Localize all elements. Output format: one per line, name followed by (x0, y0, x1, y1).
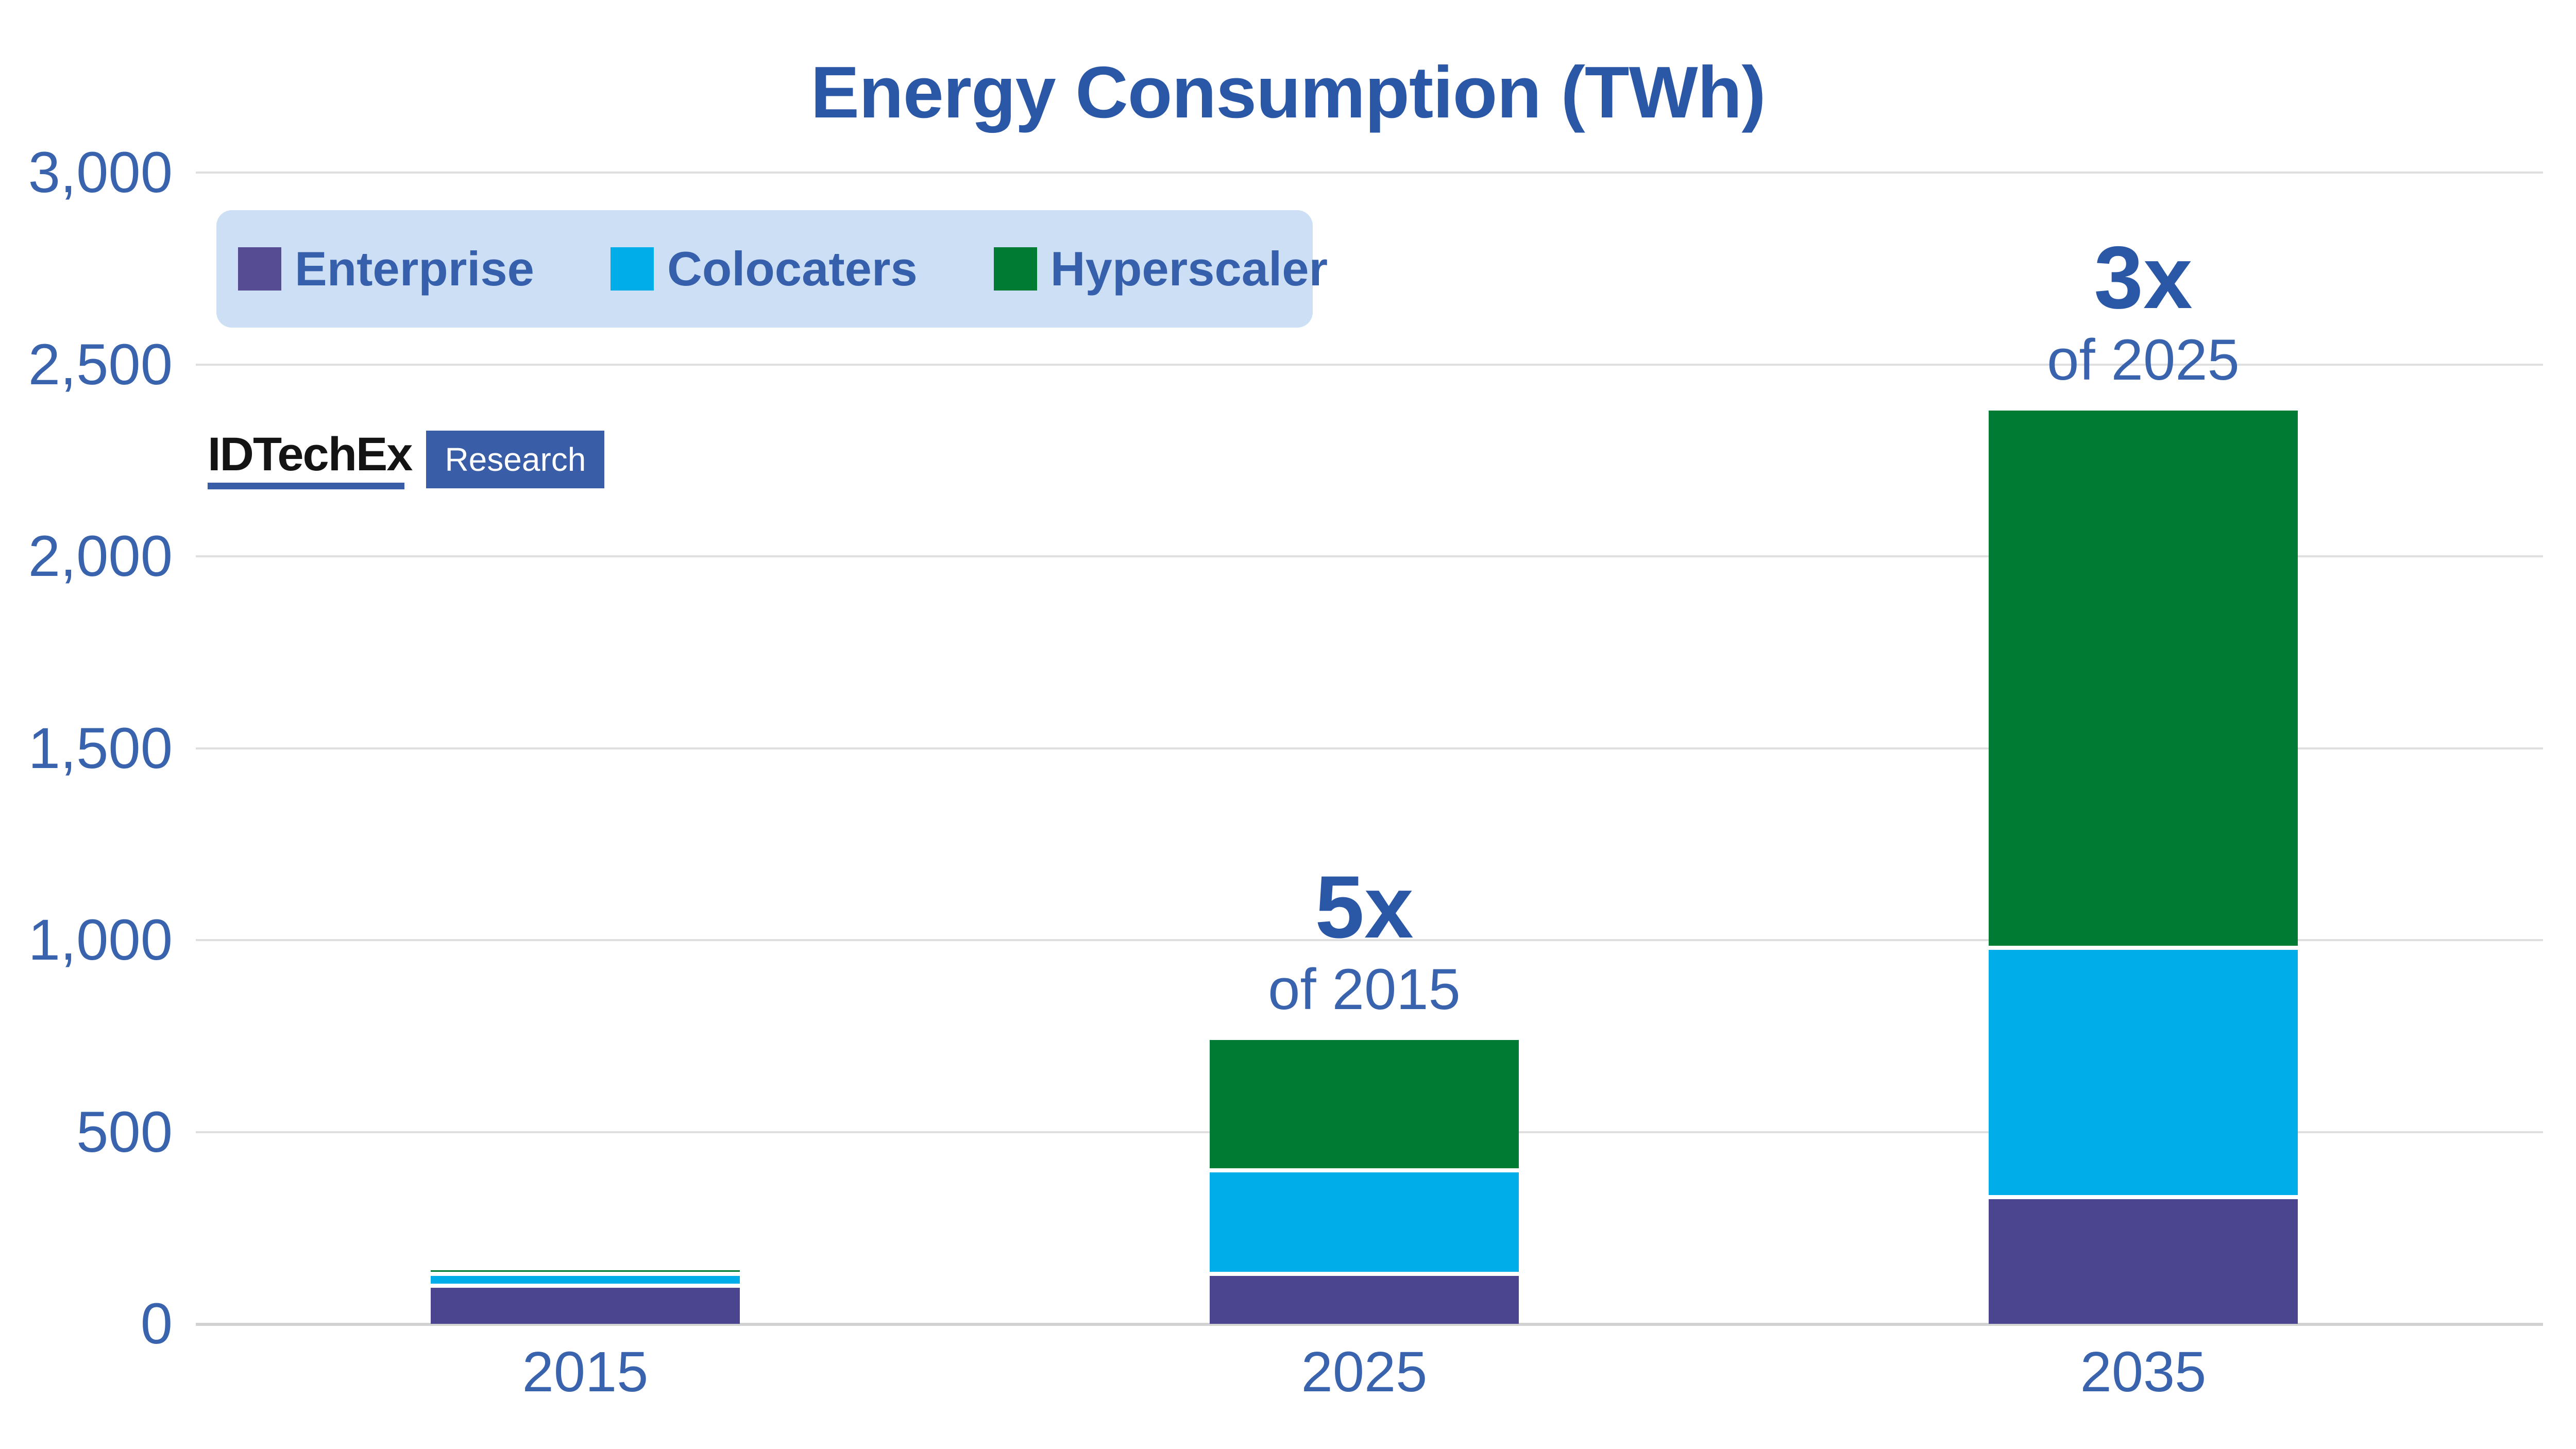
chart-title: Energy Consumption (TWh) (810, 52, 1766, 133)
idtechex-logo: IDTechEx Research (208, 428, 605, 489)
segment-separator (1989, 945, 2298, 950)
gridline (196, 363, 2543, 366)
x-axis-label-2015: 2015 (522, 1340, 649, 1404)
colocaters-swatch-icon (610, 247, 654, 291)
legend-label: Hyperscaler (1050, 242, 1328, 296)
logo-brand-text: IDTechEx (208, 428, 413, 481)
legend-item-enterprise: Enterprise (238, 243, 534, 295)
gridline (196, 555, 2543, 557)
segment-separator (431, 1272, 740, 1276)
legend-item-hyperscaler: Hyperscaler (993, 242, 1328, 296)
bar-segment-enterprise (1989, 1197, 2298, 1324)
gridline (196, 1323, 2543, 1326)
gridline (196, 747, 2543, 749)
legend-item-colocaters: Colocaters (610, 242, 918, 296)
y-tick-label: 500 (76, 1099, 173, 1164)
idtechex-wordmark: IDTechEx (208, 428, 413, 489)
annotation-reference: of 2025 (2047, 327, 2240, 392)
bar-segment-colocaters (431, 1274, 740, 1286)
enterprise-swatch-icon (238, 247, 281, 291)
y-tick-label: 3,000 (28, 140, 173, 204)
legend-label: Enterprise (295, 242, 534, 296)
x-axis-label-2035: 2035 (2080, 1340, 2207, 1404)
bar-segment-hyperscaler (1210, 1039, 1519, 1170)
annotation-multiplier: 3x (2094, 228, 2193, 327)
gridline (196, 939, 2543, 941)
segment-separator (1210, 1168, 1519, 1172)
y-tick-label: 1,500 (28, 715, 173, 780)
gridline (196, 172, 2543, 174)
annotation-2035: 3x of 2025 (2047, 231, 2240, 396)
annotation-reference: of 2015 (1268, 957, 1461, 1021)
bar-segment-enterprise (1210, 1274, 1519, 1324)
bar-segment-colocaters (1210, 1170, 1519, 1274)
hyperscaler-swatch-icon (993, 247, 1037, 291)
y-tick-label: 2,500 (28, 332, 173, 397)
segment-separator (1210, 1272, 1519, 1276)
y-tick-label: 0 (140, 1291, 173, 1356)
x-axis-label-2025: 2025 (1301, 1340, 1428, 1404)
bar-segment-enterprise (431, 1285, 740, 1324)
bar-segment-colocaters (1989, 947, 2298, 1198)
segment-separator (1989, 1195, 2298, 1200)
annotation-multiplier: 5x (1315, 857, 1414, 957)
y-tick-label: 2,000 (28, 524, 173, 588)
segment-separator (431, 1283, 740, 1288)
logo-underline (208, 483, 404, 489)
legend-label: Colocaters (667, 242, 918, 296)
logo-research-badge: Research (426, 431, 605, 488)
annotation-2025: 5x of 2015 (1268, 861, 1461, 1026)
bar-segment-hyperscaler (1989, 410, 2298, 948)
legend: Enterprise Colocaters Hyperscaler (216, 210, 1328, 328)
y-tick-label: 1,000 (28, 908, 173, 972)
